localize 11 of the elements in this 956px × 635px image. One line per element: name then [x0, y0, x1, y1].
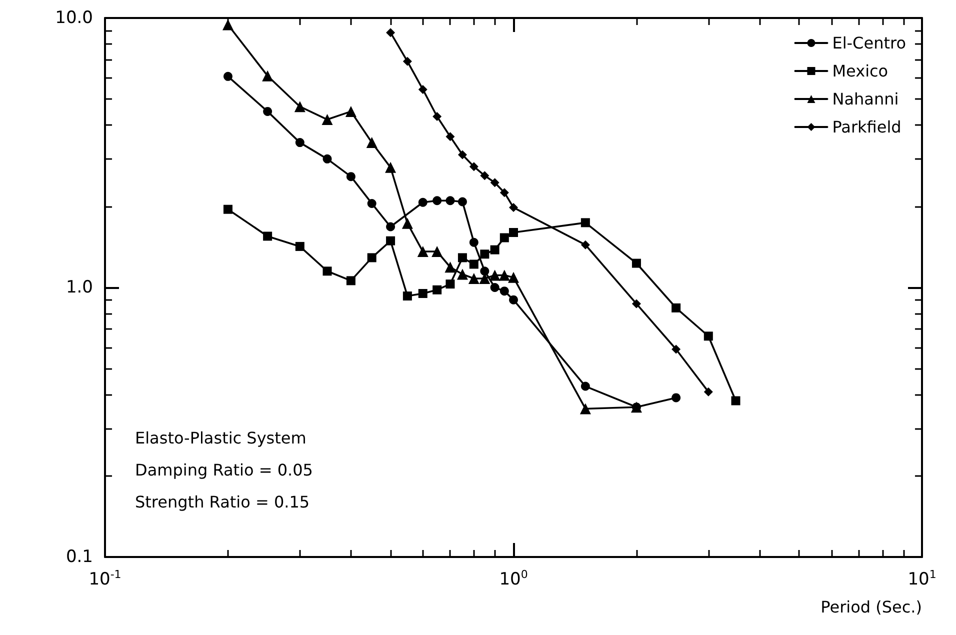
legend-label: Parkfield: [832, 118, 902, 136]
legend-label: El-Centro: [832, 34, 906, 52]
x-axis-title: Period (Sec.): [820, 598, 922, 616]
annotation: Damping Ratio = 0.05: [135, 460, 313, 480]
legend-label: Mexico: [832, 62, 888, 80]
y-tick-label: 10.0: [55, 8, 93, 28]
legend-label: Nahanni: [832, 90, 899, 108]
y-tick-label: 1.0: [66, 278, 93, 298]
y-tick-label: 0.1: [66, 547, 93, 567]
annotation: Elasto-Plastic System: [135, 428, 306, 448]
annotation: Strength Ratio = 0.15: [135, 492, 310, 512]
